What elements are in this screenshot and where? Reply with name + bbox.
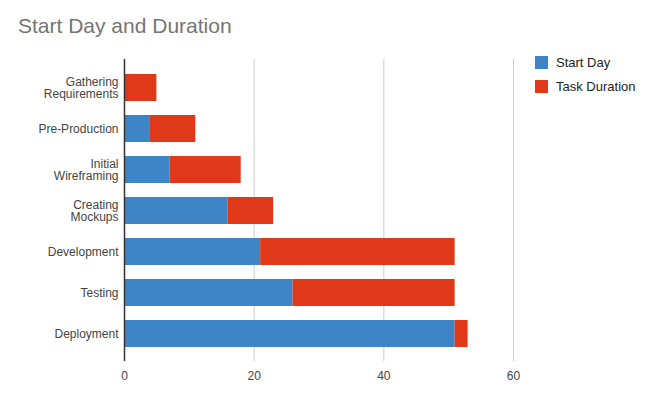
svg-text:40: 40 [377, 369, 391, 383]
svg-text:InitialWireframing: InitialWireframing [54, 157, 119, 183]
html-text:Task Duration: Task Duration [556, 78, 636, 94]
svg-text:60: 60 [507, 369, 521, 383]
svg-text:CreatingMockups: CreatingMockups [70, 198, 118, 224]
html-text:Start Day: Start Day [556, 54, 611, 70]
svg-text:GatheringRequirements: GatheringRequirements [44, 75, 119, 101]
svg-text:20: 20 [247, 369, 261, 383]
html-text:Start Day and Duration: Start Day and Duration [18, 14, 232, 37]
svg-text:Deployment: Deployment [54, 327, 119, 341]
svg-text:0: 0 [121, 369, 128, 383]
svg-text:Pre-Production: Pre-Production [38, 122, 118, 136]
svg-text:Testing: Testing [80, 286, 118, 300]
svg-text:Development: Development [48, 245, 119, 259]
